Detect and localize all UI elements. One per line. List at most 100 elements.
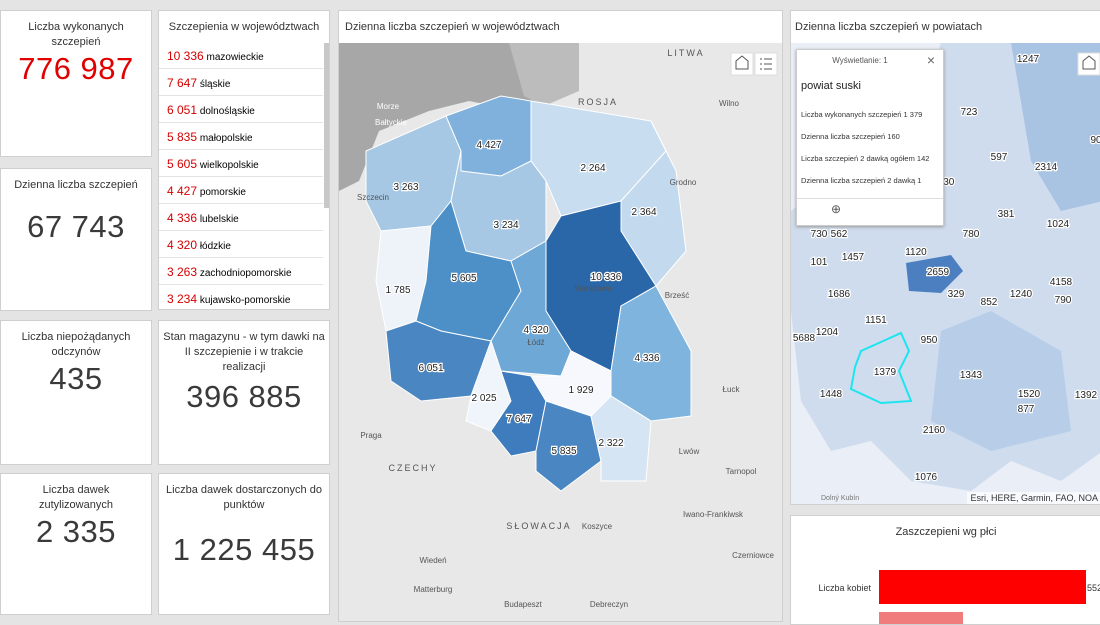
popup-row: Liczba wykonanych szczepień 1 379 bbox=[801, 110, 923, 119]
place-label: SŁOWACJA bbox=[506, 521, 571, 531]
tile-value: 67 743 bbox=[27, 209, 125, 244]
powiat-label: 1392 bbox=[1075, 390, 1098, 401]
row-value: 3 263 bbox=[167, 265, 198, 279]
place-label: Debreczyn bbox=[590, 600, 628, 609]
voivodeship[interactable] bbox=[590, 395, 652, 482]
powiat-label: 1343 bbox=[960, 370, 983, 381]
zoom-icon[interactable]: ⊕ bbox=[831, 202, 842, 216]
powiat-label: 1076 bbox=[915, 472, 938, 483]
row-value: 3 234 bbox=[167, 292, 198, 306]
place-label: Łódź bbox=[527, 338, 544, 347]
powiat-label: 597 bbox=[991, 152, 1008, 163]
tile: Liczba niepożądanych odczynów 435 bbox=[0, 320, 152, 465]
powiat-label: 101 bbox=[811, 257, 828, 268]
tile-value: 2 335 bbox=[35, 514, 117, 549]
bar-value: 552 bbox=[1087, 583, 1100, 593]
region-label: 5 605 bbox=[451, 273, 476, 284]
row-name: łódzkie bbox=[199, 241, 231, 252]
popup-row: Dzienna liczba szczepień 2 dawką 1 bbox=[801, 176, 922, 185]
russia bbox=[509, 43, 579, 106]
scrollbar[interactable] bbox=[324, 43, 329, 208]
place-label: ROSJA bbox=[578, 97, 618, 107]
popup-row: Liczba szczepień 2 dawką ogółem 142 bbox=[801, 154, 930, 163]
region-label: 6 051 bbox=[418, 363, 443, 374]
powiat-label: 90 bbox=[1090, 135, 1100, 146]
place-label: Szczecin bbox=[357, 193, 389, 202]
powiat-label: 1024 bbox=[1047, 219, 1070, 230]
region-label: 3 263 bbox=[393, 182, 418, 193]
powiat-label: 5688 bbox=[793, 333, 816, 344]
region-label: 1 929 bbox=[568, 385, 593, 396]
row-value: 6 051 bbox=[167, 103, 198, 117]
row-name: kujawsko-pomorskie bbox=[199, 295, 291, 306]
row-name: śląskie bbox=[199, 79, 231, 90]
powiat-label: 1457 bbox=[842, 252, 865, 263]
place-label: CZECHY bbox=[388, 463, 437, 473]
powiat-label: 1379 bbox=[874, 367, 897, 378]
place-label: Dolný Kubín bbox=[821, 495, 860, 502]
powiat-label: 1204 bbox=[816, 327, 839, 338]
row-name: dolnośląskie bbox=[199, 106, 255, 117]
powiat-label: 2160 bbox=[923, 425, 946, 436]
row-value: 4 427 bbox=[167, 184, 198, 198]
list-row[interactable]: 5 605 wielkopolskie bbox=[159, 151, 323, 177]
tile-title: Liczba wykonanych szczepień bbox=[28, 21, 124, 48]
map-panel: 3 263 4 427 2 264 2 364 3 234 1 785 5 605 10 33… bbox=[338, 10, 783, 622]
powiat-label: 1240 bbox=[1010, 289, 1033, 300]
row-value: 5 605 bbox=[167, 157, 198, 171]
map[interactable]: 3 263 4 427 2 264 2 364 3 234 1 785 5 605 10 33… bbox=[339, 11, 783, 622]
powiat-label: 780 bbox=[963, 229, 980, 240]
place-label: Bałtyckie bbox=[375, 118, 408, 127]
list-panel: Szczepienia w województwach 10 336 mazow… bbox=[158, 10, 330, 310]
list-row[interactable]: 10 336 mazowieckie bbox=[159, 43, 323, 69]
selected-powiat[interactable] bbox=[849, 331, 913, 405]
list-row[interactable]: 4 336 lubelskie bbox=[159, 205, 323, 231]
powiat-label: 1686 bbox=[828, 289, 851, 300]
close-button[interactable]: × bbox=[926, 52, 935, 68]
place-label: Tarnopol bbox=[726, 467, 757, 476]
tile-title: Liczba niepożądanych odczynów bbox=[21, 331, 131, 358]
powiat-label: 1448 bbox=[820, 389, 843, 400]
row-value: 4 336 bbox=[167, 211, 198, 225]
panel-title: Zaszczepieni wg płci bbox=[895, 526, 997, 538]
list-row[interactable]: 4 320 łódzkie bbox=[159, 232, 323, 258]
tile-title: Liczba dawek dostarczonych do punktów bbox=[166, 484, 322, 511]
tile-title: Liczba dawek zutylizowanych bbox=[39, 484, 113, 511]
row-value: 5 835 bbox=[167, 130, 198, 144]
powiat-label: 730 bbox=[811, 229, 828, 240]
powiat-label: 950 bbox=[921, 335, 938, 346]
popup-header: Wyświetlanie: 1 bbox=[832, 56, 888, 65]
region-label: 10 336 bbox=[591, 272, 622, 283]
list-row[interactable]: 3 263 zachodniopomorskie bbox=[159, 259, 323, 285]
place-label: LITWA bbox=[667, 48, 704, 58]
powiat-label: 381 bbox=[998, 209, 1015, 220]
gender-panel: Zaszczepieni wg płci Liczba kobiet 552 bbox=[790, 515, 1100, 625]
region-label: 5 835 bbox=[551, 446, 576, 457]
region-label: 2 264 bbox=[580, 163, 605, 174]
region bbox=[931, 311, 1071, 451]
region bbox=[906, 255, 963, 293]
tile: Dzienna liczba szczepień 67 743 bbox=[0, 168, 152, 311]
home-icon bbox=[735, 55, 749, 70]
region-label: 4 427 bbox=[476, 140, 501, 151]
powiat-label: 1151 bbox=[865, 315, 887, 326]
row-value: 10 336 bbox=[167, 49, 204, 63]
powiaty-panel: 1247723597231490630381102473056211207801… bbox=[790, 10, 1100, 505]
row-value: 4 320 bbox=[167, 238, 198, 252]
place-label: Grodno bbox=[670, 178, 697, 187]
list-row[interactable]: 5 835 małopolskie bbox=[159, 124, 323, 150]
place-label: Wiedeń bbox=[419, 556, 446, 565]
region-label: 4 336 bbox=[634, 353, 659, 364]
place-label: Matterburg bbox=[414, 585, 453, 594]
powiat-label: 790 bbox=[1055, 295, 1072, 306]
region-label: 2 364 bbox=[631, 207, 656, 218]
panel-title: Dzienna liczba szczepień w powiatach bbox=[795, 21, 983, 33]
sea bbox=[339, 43, 554, 191]
place-label: Praga bbox=[360, 431, 382, 440]
list-row[interactable]: 7 647 śląskie bbox=[159, 70, 323, 96]
list-row[interactable]: 6 051 dolnośląskie bbox=[159, 97, 323, 123]
list-row[interactable]: 4 427 pomorskie bbox=[159, 178, 323, 204]
list-row[interactable]: 3 234 kujawsko-pomorskie bbox=[159, 286, 323, 309]
row-name: zachodniopomorskie bbox=[199, 268, 292, 279]
